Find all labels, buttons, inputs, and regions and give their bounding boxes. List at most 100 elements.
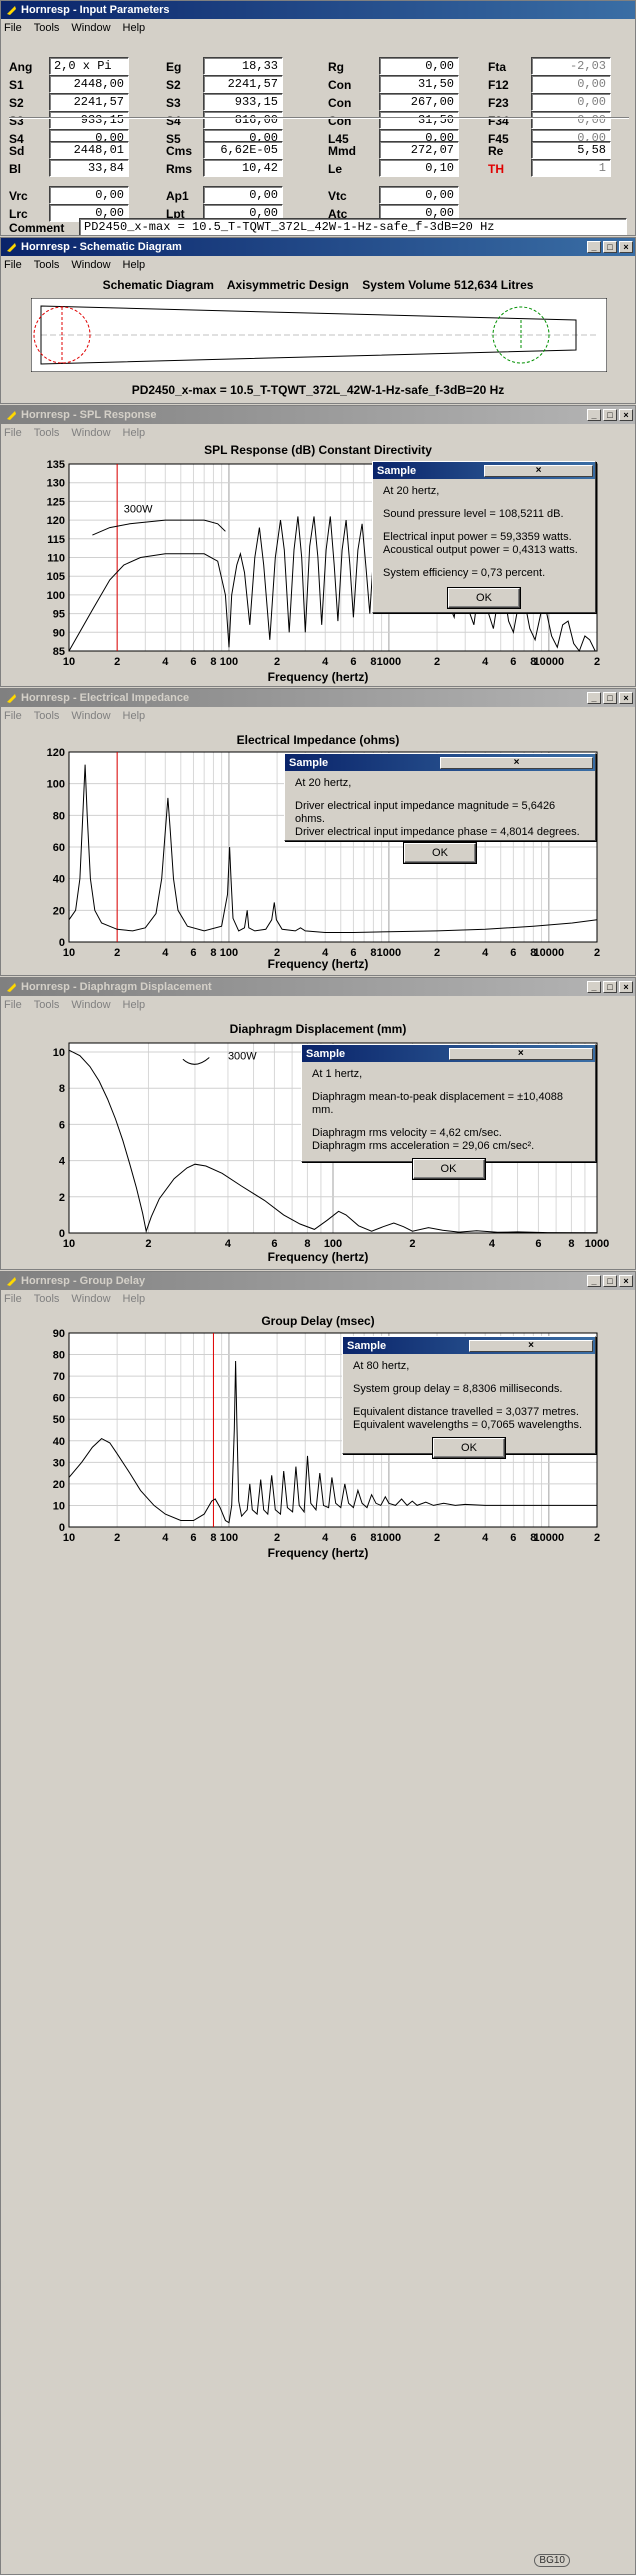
dialog-close-button[interactable]: ×: [469, 1339, 593, 1352]
menu-file[interactable]: File: [4, 998, 22, 1011]
param-field-eg[interactable]: 18,33: [203, 57, 283, 75]
param-field-sd[interactable]: 2448,01: [49, 141, 129, 159]
menu-tools[interactable]: Tools: [33, 258, 60, 271]
menu-window[interactable]: Window: [71, 709, 111, 722]
dialog-close-button[interactable]: ×: [440, 756, 593, 769]
hornresp-icon: [4, 4, 17, 17]
menu-window[interactable]: Window: [71, 21, 111, 34]
dialog-close-button[interactable]: ×: [484, 464, 593, 477]
dialog-titlebar[interactable]: Sample ×: [373, 462, 595, 479]
dialog-close-button[interactable]: ×: [448, 1047, 593, 1060]
menu-help[interactable]: Help: [122, 21, 146, 34]
param-field-s4[interactable]: 816,00: [203, 111, 283, 129]
ok-button[interactable]: OK: [432, 1437, 506, 1459]
param-label: Atc: [328, 207, 348, 221]
menu-help[interactable]: Help: [122, 998, 146, 1011]
annotation-300w: 300W: [124, 504, 153, 516]
maximize-button[interactable]: □: [603, 692, 617, 704]
param-field-fta[interactable]: -2,03: [531, 57, 611, 75]
dialog-titlebar[interactable]: Sample ×: [343, 1337, 595, 1354]
minimize-button[interactable]: _: [587, 1275, 601, 1287]
y-tick-label: 20: [53, 905, 65, 917]
param-field-s2[interactable]: 2241,57: [203, 75, 283, 93]
titlebar[interactable]: Hornresp - Input Parameters: [1, 1, 635, 19]
param-field-vrc[interactable]: 0,00: [49, 186, 129, 204]
param-field-con[interactable]: 31,50: [379, 111, 459, 129]
menu-help[interactable]: Help: [122, 709, 146, 722]
param-field-s2[interactable]: 2241,57: [49, 93, 129, 111]
menu-file[interactable]: File: [4, 709, 22, 722]
menu-file[interactable]: File: [4, 1292, 22, 1305]
minimize-button[interactable]: _: [587, 241, 601, 253]
x-tick-label: 2: [434, 656, 440, 668]
menu-tools[interactable]: Tools: [33, 998, 60, 1011]
menu-help[interactable]: Help: [122, 426, 146, 439]
minimize-button[interactable]: _: [587, 692, 601, 704]
titlebar[interactable]: Hornresp - Group Delay _ □ ×: [1, 1272, 635, 1290]
maximize-button[interactable]: □: [603, 241, 617, 253]
menu-tools[interactable]: Tools: [33, 21, 60, 34]
ok-button[interactable]: OK: [411, 1158, 486, 1180]
menu-file[interactable]: File: [4, 258, 22, 271]
param-field-rg[interactable]: 0,00: [379, 57, 459, 75]
dialog-titlebar[interactable]: Sample ×: [302, 1045, 595, 1062]
param-field-rms[interactable]: 10,42: [203, 159, 283, 177]
close-button[interactable]: ×: [619, 1275, 633, 1287]
titlebar[interactable]: Hornresp - Electrical Impedance _ □ ×: [1, 689, 635, 707]
menu-file[interactable]: File: [4, 21, 22, 34]
dialog-titlebar[interactable]: Sample ×: [285, 754, 595, 771]
param-field-atc[interactable]: 0,00: [379, 204, 459, 222]
maximize-button[interactable]: □: [603, 409, 617, 421]
titlebar[interactable]: Hornresp - Schematic Diagram _ □ ×: [1, 238, 635, 256]
y-tick-label: 30: [53, 1457, 65, 1469]
menu-window[interactable]: Window: [71, 1292, 111, 1305]
param-field-f34[interactable]: 0,00: [531, 111, 611, 129]
menu-file[interactable]: File: [4, 426, 22, 439]
menu-tools[interactable]: Tools: [33, 709, 60, 722]
menu-window[interactable]: Window: [71, 426, 111, 439]
x-tick-label: 6: [190, 656, 196, 668]
x-tick-label: 8: [530, 947, 536, 959]
param-field-s1[interactable]: 2448,00: [49, 75, 129, 93]
menu-bar: File Tools Window Help: [1, 19, 635, 36]
maximize-button[interactable]: □: [603, 981, 617, 993]
menu-tools[interactable]: Tools: [33, 426, 60, 439]
param-field-s3[interactable]: 933,15: [49, 111, 129, 129]
minimize-button[interactable]: _: [587, 409, 601, 421]
titlebar[interactable]: Hornresp - SPL Response _ □ ×: [1, 406, 635, 424]
maximize-button[interactable]: □: [603, 1275, 617, 1287]
param-field-f12[interactable]: 0,00: [531, 75, 611, 93]
x-tick-label: 8: [210, 656, 216, 668]
input-parameters-window: Hornresp - Input Parameters File Tools W…: [0, 0, 636, 236]
menu-help[interactable]: Help: [122, 1292, 146, 1305]
close-button[interactable]: ×: [619, 981, 633, 993]
param-field-ap1[interactable]: 0,00: [203, 186, 283, 204]
close-button[interactable]: ×: [619, 692, 633, 704]
ok-button[interactable]: OK: [447, 587, 521, 609]
param-field-con[interactable]: 31,50: [379, 75, 459, 93]
close-button[interactable]: ×: [619, 241, 633, 253]
param-field-re[interactable]: 5,58: [531, 141, 611, 159]
y-tick-label: 100: [47, 779, 65, 791]
param-field-le[interactable]: 0,10: [379, 159, 459, 177]
param-field-cms[interactable]: 6,62E-05: [203, 141, 283, 159]
y-tick-label: 120: [47, 515, 65, 527]
menu-window[interactable]: Window: [71, 258, 111, 271]
comment-field[interactable]: PD2450_x-max = 10.5_T-TQWT_372L_42W-1-Hz…: [79, 218, 627, 235]
group-delay-curve: [68, 1360, 597, 1524]
param-field-mmd[interactable]: 272,07: [379, 141, 459, 159]
param-field-bl[interactable]: 33,84: [49, 159, 129, 177]
param-field-f23[interactable]: 0,00: [531, 93, 611, 111]
param-field-con[interactable]: 267,00: [379, 93, 459, 111]
param-field-th[interactable]: 1: [531, 159, 611, 177]
param-field-ang[interactable]: 2,0 x Pi: [49, 57, 129, 75]
menu-tools[interactable]: Tools: [33, 1292, 60, 1305]
param-field-vtc[interactable]: 0,00: [379, 186, 459, 204]
param-field-s3[interactable]: 933,15: [203, 93, 283, 111]
menu-help[interactable]: Help: [122, 258, 146, 271]
titlebar[interactable]: Hornresp - Diaphragm Displacement _ □ ×: [1, 978, 635, 996]
ok-button[interactable]: OK: [403, 842, 477, 864]
close-button[interactable]: ×: [619, 409, 633, 421]
minimize-button[interactable]: _: [587, 981, 601, 993]
menu-window[interactable]: Window: [71, 998, 111, 1011]
